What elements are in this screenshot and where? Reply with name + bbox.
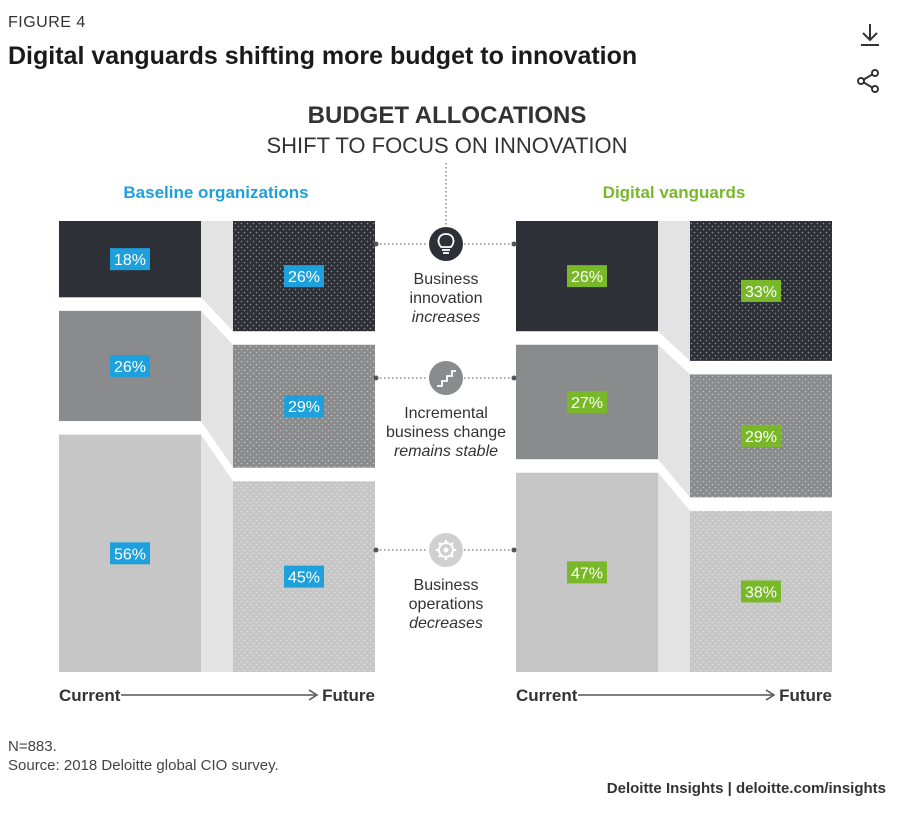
value-label: 27% <box>571 395 603 412</box>
value-label-bg <box>284 395 324 418</box>
value-label: 29% <box>745 429 777 446</box>
gear-icon-tooth <box>450 554 454 558</box>
category-label: Business <box>414 271 479 288</box>
category-label: Incremental <box>404 405 488 422</box>
group-header: Digital vanguards <box>603 183 746 202</box>
value-label: 56% <box>114 546 146 563</box>
flow-connector <box>201 434 233 672</box>
value-label: 29% <box>288 399 320 416</box>
value-label-bg <box>741 424 781 447</box>
axis-end-label: Future <box>779 686 832 705</box>
connector-dot <box>373 241 379 247</box>
value-label: 26% <box>571 269 603 286</box>
value-label: 33% <box>745 284 777 301</box>
connector-dot <box>511 547 517 553</box>
value-label-bg <box>110 248 150 271</box>
figure-label: FIGURE 4 <box>8 14 86 31</box>
value-label-bg <box>110 354 150 377</box>
value-label: 38% <box>745 584 777 601</box>
axis-start-label: Current <box>59 686 121 705</box>
category-label: innovation <box>410 290 483 307</box>
axis-end-label: Future <box>322 686 375 705</box>
flow-connector <box>201 221 233 332</box>
footnote-n: N=883. <box>8 738 57 755</box>
share-icon[interactable] <box>853 66 883 96</box>
value-label: 18% <box>114 252 146 269</box>
gear-icon-hub <box>443 547 449 553</box>
category-label: Business <box>414 577 479 594</box>
flow-connector <box>658 221 690 361</box>
value-label-bg <box>110 542 150 565</box>
lightbulb-icon-shape <box>437 233 455 248</box>
figure-title: Digital vanguards shifting more budget t… <box>8 42 638 70</box>
group-header: Baseline organizations <box>123 183 308 202</box>
gear-icon-tooth <box>450 542 454 546</box>
category-label: operations <box>409 596 484 613</box>
value-label-bg <box>567 265 607 288</box>
value-label-bg <box>741 279 781 302</box>
category-trend: increases <box>412 309 480 326</box>
axis-arrowhead <box>308 689 319 701</box>
stairs-icon <box>429 361 463 395</box>
axis-start-label: Current <box>516 686 578 705</box>
credit: Deloitte Insights | deloitte.com/insight… <box>606 780 886 797</box>
footnote-source: Source: 2018 Deloitte global CIO survey. <box>8 757 279 774</box>
category-trend: decreases <box>409 615 483 632</box>
stairs-icon-shape <box>437 370 456 387</box>
value-label: 47% <box>571 565 603 582</box>
value-label: 26% <box>114 359 146 376</box>
connector-dot <box>511 375 517 381</box>
flow-connector <box>201 310 233 468</box>
category-label: business change <box>386 424 506 441</box>
lightbulb-icon <box>429 227 463 261</box>
value-label-bg <box>567 390 607 413</box>
value-label-bg <box>284 265 324 288</box>
axis-arrowhead <box>765 689 776 701</box>
flow-connector <box>658 344 690 498</box>
connector-dot <box>373 547 379 553</box>
gear-icon-tooth <box>438 554 442 558</box>
value-label-bg <box>284 565 324 588</box>
gear-icon-tooth <box>438 542 442 546</box>
category-trend: remains stable <box>394 443 498 460</box>
value-label: 26% <box>288 269 320 286</box>
value-label: 45% <box>288 570 320 587</box>
value-label-bg <box>567 561 607 584</box>
connector-dot <box>373 375 379 381</box>
connector-dot <box>511 241 517 247</box>
flow-connector <box>658 472 690 672</box>
chart-subtitle: SHIFT TO FOCUS ON INNOVATION <box>267 133 628 158</box>
download-icon[interactable] <box>855 20 885 50</box>
chart-title: BUDGET ALLOCATIONS <box>308 102 587 129</box>
value-label-bg <box>741 580 781 603</box>
